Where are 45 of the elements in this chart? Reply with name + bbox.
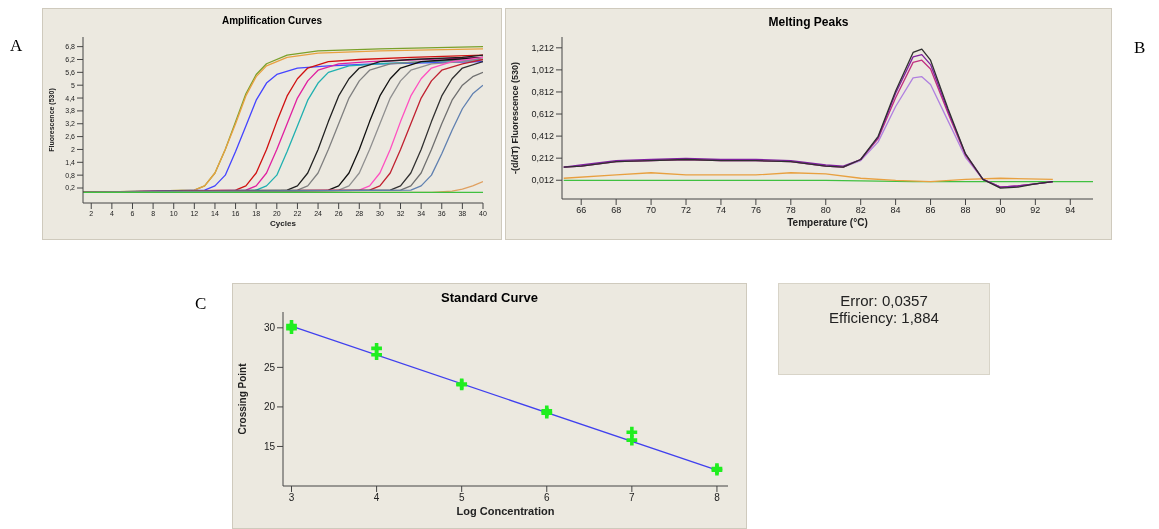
chart-title: Standard Curve [440, 290, 539, 307]
x-tick-label: 6 [543, 492, 550, 504]
text: C [195, 294, 207, 314]
x-tick-label: 84 [890, 205, 901, 216]
x-tick-label: 4 [373, 492, 380, 504]
x-tick-label: 68 [611, 205, 622, 216]
x-tick-label: 3 [288, 492, 295, 504]
x-tick-label: 82 [855, 205, 866, 216]
x-tick-label: 74 [715, 205, 726, 216]
y-axis-title: -(d/dT) Fluorescence (530) [510, 61, 521, 175]
y-tick-label: 0,812 [531, 87, 554, 98]
text: B [1134, 38, 1146, 58]
x-axis-title: Log Concentration [456, 505, 555, 517]
x-tick-label: 86 [925, 205, 936, 216]
x-axis-title: Cycles [270, 219, 297, 228]
x-tick-label: 72 [681, 205, 692, 216]
x-tick-label: 7 [629, 492, 636, 504]
x-tick-label: 94 [1065, 205, 1076, 216]
text: A [10, 36, 23, 56]
x-axis-title: Temperature (°C) [787, 217, 868, 228]
y-tick-label: 1,012 [531, 65, 554, 76]
x-tick-label: 66 [576, 205, 587, 216]
y-tick-label: 0,212 [531, 153, 554, 164]
x-tick-label: 92 [1030, 205, 1041, 216]
y-axis-title: Crossing Point [236, 362, 248, 435]
x-tick-label: 78 [785, 205, 796, 216]
x-tick-label: 5 [458, 492, 465, 504]
y-tick-label: 30 [263, 322, 276, 334]
y-tick-label: 1,212 [531, 43, 554, 54]
chart-title: Melting Peaks [767, 15, 850, 31]
x-tick-label: 8 [714, 492, 721, 504]
y-tick-label: 25 [263, 361, 276, 373]
y-tick-label: 15 [263, 441, 276, 452]
x-tick-label: 90 [995, 205, 1006, 216]
x-tick-label: 80 [820, 205, 831, 216]
text: Efficiency: 1,884 [828, 309, 940, 326]
y-tick-label: 0,612 [531, 109, 554, 120]
chart-title: Amplification Curves [221, 15, 323, 28]
text: Error: 0,0357 [839, 292, 929, 309]
y-tick-label: 20 [263, 401, 276, 413]
y-tick-label: 0,412 [531, 131, 554, 142]
x-tick-label: 76 [750, 205, 761, 216]
x-tick-label: 70 [646, 205, 657, 216]
y-tick-label: 0,012 [531, 175, 554, 186]
x-tick-label: 88 [960, 205, 971, 216]
